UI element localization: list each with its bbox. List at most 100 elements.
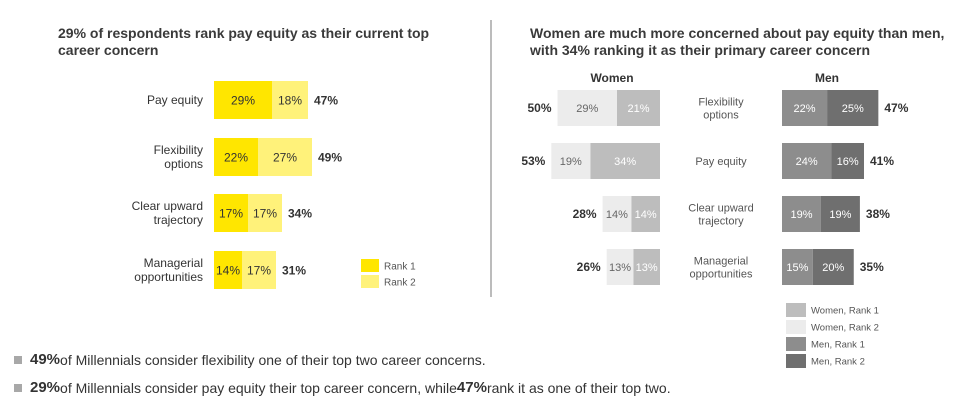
data-label: 14% bbox=[606, 209, 628, 221]
total-label: 35% bbox=[860, 260, 884, 274]
data-label: 24% bbox=[796, 156, 818, 168]
category-label: trajectory bbox=[698, 215, 744, 227]
legend-label: Women, Rank 2 bbox=[811, 323, 879, 334]
bar-segment bbox=[782, 196, 821, 232]
bar-segment bbox=[820, 196, 860, 232]
total-label: 41% bbox=[870, 154, 894, 168]
legend-swatch bbox=[786, 320, 806, 334]
data-label: 17% bbox=[219, 207, 243, 221]
bar-segment bbox=[242, 251, 276, 289]
bar-segment bbox=[214, 194, 248, 232]
category-label: Pay equity bbox=[147, 93, 203, 107]
data-label: 14% bbox=[216, 264, 240, 278]
bar-segment bbox=[782, 249, 813, 285]
data-label: 17% bbox=[247, 264, 271, 278]
total-label: 31% bbox=[282, 264, 306, 278]
bar-segment bbox=[827, 90, 879, 126]
category-label: Clear upward bbox=[132, 199, 203, 213]
legend-label: Rank 2 bbox=[384, 278, 416, 289]
data-label: 29% bbox=[576, 103, 598, 115]
data-label: 18% bbox=[278, 94, 302, 108]
total-label: 26% bbox=[577, 260, 601, 274]
bar-segment bbox=[551, 143, 591, 179]
data-label: 14% bbox=[635, 209, 657, 221]
category-label: Flexibility bbox=[154, 143, 203, 157]
bar-segment bbox=[831, 143, 864, 179]
category-label: opportunities bbox=[134, 270, 203, 284]
bullet-list: 49% of Millennials consider flexibility … bbox=[14, 346, 671, 402]
bullet-item: 49% of Millennials consider flexibility … bbox=[14, 346, 671, 374]
bullet-highlight-value: 47% bbox=[456, 379, 487, 396]
legend-swatch bbox=[786, 337, 806, 351]
bar-segment bbox=[782, 143, 832, 179]
bar-segment bbox=[590, 143, 660, 179]
bar-segment bbox=[214, 251, 242, 289]
data-label: 21% bbox=[627, 103, 649, 115]
total-label: 47% bbox=[314, 94, 338, 108]
bar-segment bbox=[812, 249, 854, 285]
data-label: 19% bbox=[829, 209, 851, 221]
data-label: 17% bbox=[253, 207, 277, 221]
bar-segment bbox=[214, 138, 258, 176]
total-label: 53% bbox=[521, 154, 545, 168]
total-label: 28% bbox=[573, 207, 597, 221]
category-label: Flexibility bbox=[698, 96, 744, 108]
data-label: 13% bbox=[636, 262, 658, 274]
bullet-text: of Millennials consider pay equity their… bbox=[60, 380, 457, 396]
category-label: Managerial bbox=[694, 255, 748, 267]
bar-segment bbox=[606, 249, 634, 285]
left-chart-title: 29% of respondents rank pay equity as th… bbox=[58, 25, 430, 58]
bullet-square-icon bbox=[14, 384, 22, 392]
legend-swatch bbox=[786, 303, 806, 317]
data-label: 16% bbox=[837, 156, 859, 168]
bullet-highlight-value: 29% bbox=[30, 379, 61, 396]
category-label: opportunities bbox=[690, 268, 753, 280]
bar-segment bbox=[258, 138, 312, 176]
bar-segment bbox=[616, 90, 660, 126]
total-label: 50% bbox=[527, 101, 551, 115]
bullet-text: rank it as one of their top two. bbox=[486, 380, 671, 396]
category-label: options bbox=[164, 157, 203, 171]
bar-segment bbox=[782, 90, 828, 126]
data-label: 15% bbox=[786, 262, 808, 274]
right-chart-title: Women are much more concerned about pay … bbox=[530, 25, 945, 58]
legend-label: Men, Rank 1 bbox=[811, 340, 865, 351]
bar-segment bbox=[557, 90, 617, 126]
category-label: Clear upward bbox=[688, 202, 753, 214]
men-header: Men bbox=[815, 71, 839, 85]
legend-label: Men, Rank 2 bbox=[811, 357, 865, 368]
women-header: Women bbox=[590, 71, 633, 85]
bar-segment bbox=[602, 196, 632, 232]
category-label: options bbox=[703, 109, 739, 121]
data-label: 22% bbox=[794, 103, 816, 115]
total-label: 49% bbox=[318, 151, 342, 165]
legend-swatch bbox=[361, 259, 379, 272]
category-label: trajectory bbox=[154, 213, 203, 227]
data-label: 19% bbox=[560, 156, 582, 168]
legend-label: Women, Rank 1 bbox=[811, 306, 879, 317]
data-label: 13% bbox=[609, 262, 631, 274]
data-label: 27% bbox=[273, 151, 297, 165]
data-label: 19% bbox=[790, 209, 812, 221]
bar-segment bbox=[633, 249, 660, 285]
bar-segment bbox=[248, 194, 282, 232]
total-label: 34% bbox=[288, 207, 312, 221]
bar-segment bbox=[214, 81, 272, 119]
category-label: Managerial bbox=[144, 256, 203, 270]
bar-segment bbox=[631, 196, 660, 232]
bullet-text: of Millennials consider flexibility one … bbox=[60, 352, 486, 368]
data-label: 22% bbox=[224, 151, 248, 165]
legend-swatch bbox=[786, 354, 806, 368]
total-label: 38% bbox=[866, 207, 890, 221]
bullet-highlight-value: 49% bbox=[30, 351, 61, 368]
data-label: 20% bbox=[822, 262, 844, 274]
legend-label: Rank 1 bbox=[384, 262, 416, 273]
bullet-square-icon bbox=[14, 356, 22, 364]
total-label: 47% bbox=[884, 101, 908, 115]
bar-segment bbox=[272, 81, 308, 119]
category-label: Pay equity bbox=[695, 156, 747, 168]
data-label: 25% bbox=[842, 103, 864, 115]
data-label: 29% bbox=[231, 94, 255, 108]
bullet-item: 29% of Millennials consider pay equity t… bbox=[14, 374, 671, 402]
